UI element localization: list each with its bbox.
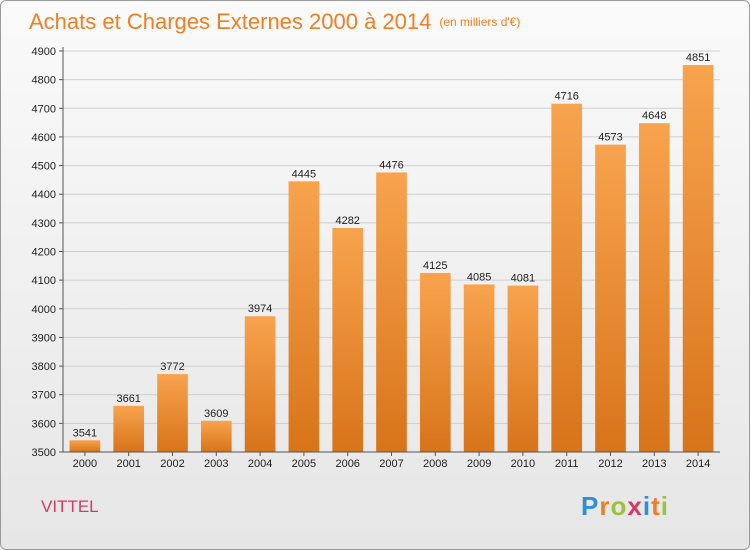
data-label-2002: 3772 xyxy=(160,361,184,373)
bar-2007 xyxy=(376,172,407,452)
y-tick-label: 4600 xyxy=(32,132,56,144)
proxiti-logo: Proxiti xyxy=(581,491,669,521)
title-text: Achats et Charges Externes 2000 à 2014 xyxy=(29,9,432,34)
y-tick-label: 3700 xyxy=(32,390,56,402)
bar-2001 xyxy=(113,405,145,452)
x-tick-label: 2013 xyxy=(642,458,666,470)
data-label-2006: 4282 xyxy=(335,215,359,227)
x-axis-ticks: 2000 2001 2002 2003 2004 2005 2006 2007 2008 2009… xyxy=(73,452,710,470)
axes xyxy=(62,47,720,453)
y-tick-label: 4100 xyxy=(32,275,56,287)
data-label-2003: 3609 xyxy=(204,408,228,420)
x-tick-label: 2007 xyxy=(379,458,403,470)
bar-2012 xyxy=(595,144,626,452)
data-label-2011: 4716 xyxy=(554,91,578,103)
data-label-2014: 4851 xyxy=(686,52,710,64)
bar-2005 xyxy=(288,181,320,452)
x-tick-label: 2004 xyxy=(248,458,272,470)
bars xyxy=(69,65,714,453)
y-tick-label: 3900 xyxy=(32,332,56,344)
y-tick-label: 4500 xyxy=(32,161,56,173)
x-tick-label: 2012 xyxy=(598,458,622,470)
data-label-2001: 3661 xyxy=(116,393,140,405)
bar-2013 xyxy=(638,123,670,453)
x-tick-label: 2010 xyxy=(511,458,535,470)
y-tick-label: 3600 xyxy=(32,418,56,430)
y-tick-label: 4400 xyxy=(32,189,56,201)
bar-2009 xyxy=(463,284,495,452)
data-label-2009: 4085 xyxy=(467,271,491,283)
data-labels: 3541 3661 3772 3609 3974 4445 4282 4476 4125 4085… xyxy=(73,52,711,439)
x-tick-label: 2003 xyxy=(204,458,228,470)
y-tick-label: 4900 xyxy=(32,46,56,58)
y-tick-label: 3500 xyxy=(32,447,56,459)
x-tick-label: 2005 xyxy=(292,458,316,470)
x-tick-label: 2000 xyxy=(73,458,97,470)
bar-2003 xyxy=(200,420,232,452)
x-tick-label: 2001 xyxy=(116,458,140,470)
y-tick-label: 4200 xyxy=(32,247,56,259)
bar-2000 xyxy=(69,440,101,452)
data-label-2013: 4648 xyxy=(642,110,666,122)
data-label-2007: 4476 xyxy=(379,159,403,171)
y-tick-label: 4700 xyxy=(32,103,56,115)
city-name: VITTEL xyxy=(41,497,99,516)
bar-2014 xyxy=(682,65,714,452)
x-tick-label: 2014 xyxy=(686,458,710,470)
y-tick-label: 3800 xyxy=(32,361,56,373)
data-label-2012: 4573 xyxy=(598,132,622,144)
data-label-2005: 4445 xyxy=(292,168,316,180)
bar-2004 xyxy=(244,316,276,452)
y-tick-label: 4300 xyxy=(32,218,56,230)
data-label-2000: 3541 xyxy=(73,427,97,439)
y-tick-label: 4800 xyxy=(32,75,56,87)
data-label-2010: 4081 xyxy=(511,273,535,285)
bar-2010 xyxy=(507,285,539,452)
bar-2011 xyxy=(551,103,583,453)
x-tick-label: 2006 xyxy=(335,458,359,470)
y-tick-label: 4000 xyxy=(32,304,56,316)
x-tick-label: 2011 xyxy=(555,458,579,470)
data-label-2008: 4125 xyxy=(423,260,447,272)
x-tick-label: 2009 xyxy=(467,458,491,470)
y-axis-ticks: 3500 3600 3700 3800 3900 4000 4100 4200 4300 4400… xyxy=(32,46,63,459)
bar-2006 xyxy=(332,228,364,452)
x-tick-label: 2002 xyxy=(160,458,184,470)
x-tick-label: 2008 xyxy=(423,458,447,470)
title-unit: (en milliers d'€) xyxy=(439,15,521,29)
bar-2008 xyxy=(419,272,451,452)
chart-title: Achats et Charges Externes 2000 à 2014 (e… xyxy=(29,9,520,35)
bar-2002 xyxy=(157,374,188,452)
data-label-2004: 3974 xyxy=(248,303,272,315)
